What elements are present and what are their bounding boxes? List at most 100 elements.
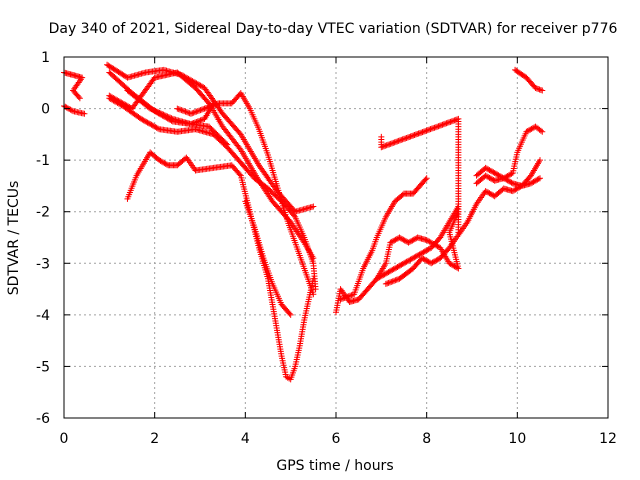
data-point	[483, 173, 490, 180]
data-point	[179, 107, 186, 114]
data-point	[161, 112, 168, 119]
data-point	[75, 93, 82, 100]
data-points	[61, 61, 546, 383]
y-tick-label: -5	[36, 359, 50, 375]
data-point	[530, 178, 537, 185]
data-point	[194, 118, 201, 125]
y-tick-label: -6	[36, 411, 50, 427]
data-point	[494, 171, 501, 178]
data-point	[487, 191, 494, 198]
data-point	[291, 212, 298, 219]
data-point	[155, 109, 162, 116]
data-point	[149, 106, 156, 113]
data-point	[483, 188, 490, 195]
data-point	[421, 256, 428, 263]
data-point	[206, 103, 213, 110]
data-point	[416, 251, 423, 258]
data-point	[421, 248, 428, 255]
data-point	[512, 186, 519, 193]
data-point	[63, 104, 70, 111]
data-point	[410, 236, 417, 243]
data-point	[420, 255, 427, 262]
data-point	[145, 120, 152, 127]
data-point	[447, 261, 454, 268]
data-point	[455, 229, 462, 236]
data-point	[402, 259, 409, 266]
data-point	[408, 255, 415, 262]
data-point	[408, 238, 415, 245]
data-point	[202, 105, 209, 112]
data-point	[194, 108, 201, 115]
y-tick-label: -1	[36, 153, 50, 169]
data-point	[412, 235, 419, 242]
data-point	[405, 239, 412, 246]
data-point	[395, 276, 402, 283]
data-point	[448, 261, 455, 268]
data-point	[200, 106, 207, 113]
data-point	[433, 257, 440, 264]
data-point	[147, 105, 154, 112]
data-point	[392, 277, 399, 284]
data-point	[508, 179, 515, 186]
data-point	[507, 171, 514, 178]
data-point	[198, 116, 205, 123]
data-point	[158, 158, 165, 165]
data-point	[492, 170, 499, 177]
data-point	[177, 106, 184, 113]
data-point	[529, 179, 536, 186]
data-point	[347, 292, 354, 299]
data-point	[419, 249, 426, 256]
data-point	[482, 172, 489, 179]
data-point	[151, 123, 158, 130]
data-point	[422, 176, 429, 183]
data-point	[539, 87, 546, 94]
data-point	[384, 269, 391, 276]
data-point	[385, 279, 392, 286]
data-point	[162, 160, 169, 167]
data-point	[154, 125, 161, 132]
data-point	[187, 121, 194, 128]
data-point	[428, 260, 435, 267]
data-point	[391, 265, 398, 272]
data-point	[394, 263, 401, 270]
data-point	[185, 109, 192, 116]
data-point	[204, 104, 211, 111]
data-point	[531, 178, 538, 185]
data-point	[236, 130, 243, 137]
data-point	[393, 264, 400, 271]
data-point	[381, 271, 388, 278]
data-point	[348, 292, 355, 299]
x-axis-label: GPS time / hours	[276, 458, 393, 474]
data-point	[399, 191, 406, 198]
data-point	[430, 258, 437, 265]
data-point	[312, 286, 319, 293]
data-point	[423, 175, 430, 182]
data-point	[340, 295, 347, 302]
data-point	[504, 177, 511, 184]
data-point	[222, 140, 229, 147]
x-tick-label: 6	[332, 431, 341, 447]
data-point	[533, 177, 540, 184]
data-point	[211, 101, 218, 108]
data-point	[535, 85, 542, 92]
data-point	[413, 252, 420, 259]
data-point	[190, 120, 197, 127]
data-point	[532, 84, 539, 91]
data-point	[144, 119, 151, 126]
data-point	[404, 258, 411, 265]
data-point	[345, 293, 352, 300]
data-point	[503, 176, 510, 183]
data-point	[534, 176, 541, 183]
data-point	[76, 95, 83, 102]
data-point	[496, 172, 503, 179]
data-point	[68, 107, 75, 114]
data-point	[487, 167, 494, 174]
data-point	[485, 174, 492, 181]
data-point	[161, 160, 168, 167]
data-point	[489, 176, 496, 183]
x-tick-label: 2	[150, 431, 159, 447]
data-point	[509, 188, 516, 195]
data-point	[417, 250, 424, 257]
data-point	[389, 266, 396, 273]
